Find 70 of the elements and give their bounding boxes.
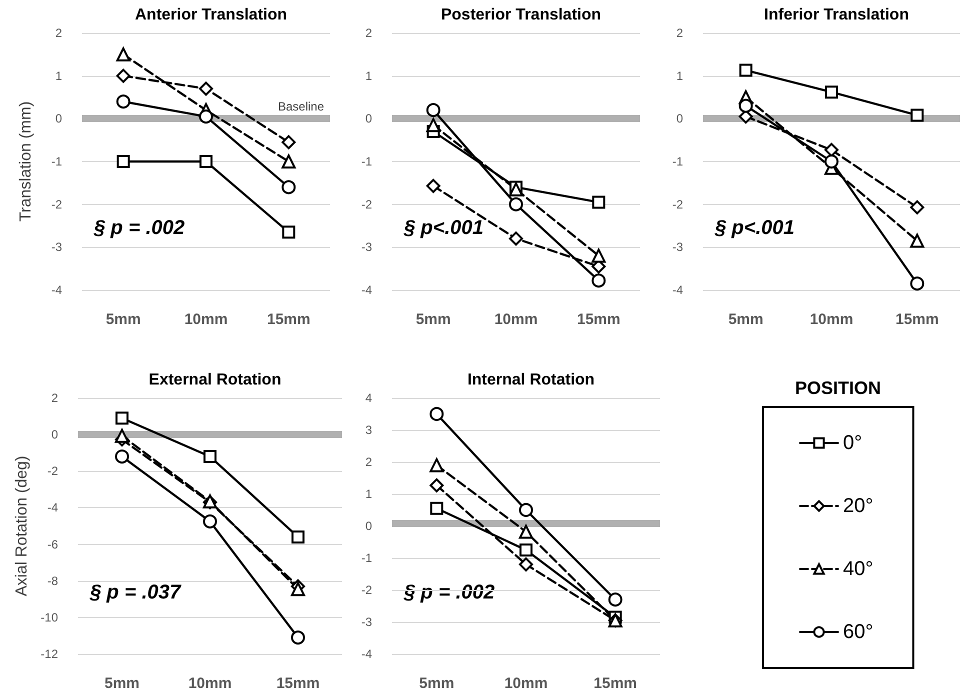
x-tick-label: 10mm — [188, 675, 232, 692]
chart-title: Posterior Translation — [440, 6, 602, 24]
y-tick-label: -8 — [47, 574, 58, 588]
y-tick-label: -2 — [361, 583, 372, 597]
y-tick-label: -2 — [672, 197, 684, 212]
y-tick-label: -3 — [361, 615, 372, 629]
y-tick-label: -2 — [51, 197, 62, 212]
y-tick-label: 1 — [365, 487, 372, 501]
x-tick-label: 15mm — [276, 675, 320, 692]
x-tick-label: 15mm — [266, 311, 310, 328]
x-tick-label: 5mm — [419, 675, 454, 692]
annotation: § p<.001 — [403, 217, 484, 240]
x-tick-label: 15mm — [576, 311, 620, 328]
y-tick-label: -6 — [47, 537, 58, 552]
y-tick-label: 2 — [51, 391, 58, 405]
y-tick-label: 2 — [676, 26, 684, 40]
y-tick-label: -2 — [47, 464, 58, 478]
y-axis-title: Axial Rotation (deg) — [13, 456, 30, 596]
x-tick-label: 5mm — [106, 311, 141, 328]
x-tick-label: 15mm — [895, 311, 939, 328]
y-tick-label: -1 — [361, 551, 372, 565]
legend-label: 40° — [843, 558, 874, 580]
y-tick-label: -1 — [672, 154, 684, 168]
legend-label: 0° — [843, 432, 862, 454]
y-tick-label: -10 — [40, 610, 58, 624]
y-tick-label: 0 — [51, 428, 58, 442]
y-tick-label: 0 — [55, 112, 62, 126]
y-tick-label: 0 — [365, 519, 372, 533]
annotation: § p<.001 — [714, 217, 795, 240]
y-tick-label: -4 — [47, 500, 58, 515]
y-tick-label: 1 — [55, 68, 62, 83]
y-tick-label: -3 — [672, 240, 684, 254]
legend-label: 20° — [843, 495, 874, 517]
y-tick-label: 1 — [365, 68, 372, 83]
x-tick-label: 10mm — [810, 311, 854, 328]
y-tick-label: -4 — [672, 283, 684, 297]
y-tick-label: 3 — [365, 423, 372, 437]
x-tick-label: 15mm — [594, 675, 638, 692]
annotation: § p = .002 — [93, 217, 185, 240]
y-tick-label: -4 — [361, 283, 372, 297]
chart-title: Internal Rotation — [467, 372, 595, 388]
x-tick-label: 5mm — [728, 311, 764, 328]
chart-title: External Rotation — [148, 372, 282, 388]
x-tick-label: 5mm — [104, 675, 140, 692]
y-tick-label: 1 — [676, 68, 684, 83]
x-tick-label: 5mm — [416, 311, 451, 328]
y-axis-title: Translation (mm) — [18, 101, 34, 222]
y-tick-label: -1 — [361, 154, 372, 168]
y-tick-label: 0 — [676, 112, 684, 126]
chart-title: Anterior Translation — [134, 6, 288, 24]
y-tick-label: 0 — [365, 112, 372, 126]
y-tick-label: -12 — [40, 647, 58, 661]
annotation: § p = .037 — [89, 581, 182, 604]
y-tick-label: -1 — [51, 154, 62, 168]
y-tick-label: -4 — [51, 283, 62, 297]
y-tick-label: -4 — [361, 647, 372, 661]
chart-title: Inferior Translation — [764, 6, 909, 24]
y-tick-label: 2 — [55, 26, 62, 40]
y-tick-label: -3 — [51, 240, 62, 254]
y-tick-label: 2 — [365, 26, 372, 40]
x-tick-label: 10mm — [184, 311, 228, 328]
y-tick-label: -2 — [361, 197, 372, 212]
ref-line-label: Baseline — [278, 100, 324, 114]
y-tick-label: -3 — [361, 240, 372, 254]
x-tick-label: 10mm — [494, 311, 538, 328]
legend-label: 60° — [843, 621, 874, 643]
y-tick-label: 2 — [365, 455, 372, 469]
legend-title: POSITION — [795, 378, 882, 398]
x-tick-label: 10mm — [504, 675, 548, 692]
y-tick-label: 4 — [365, 391, 372, 405]
